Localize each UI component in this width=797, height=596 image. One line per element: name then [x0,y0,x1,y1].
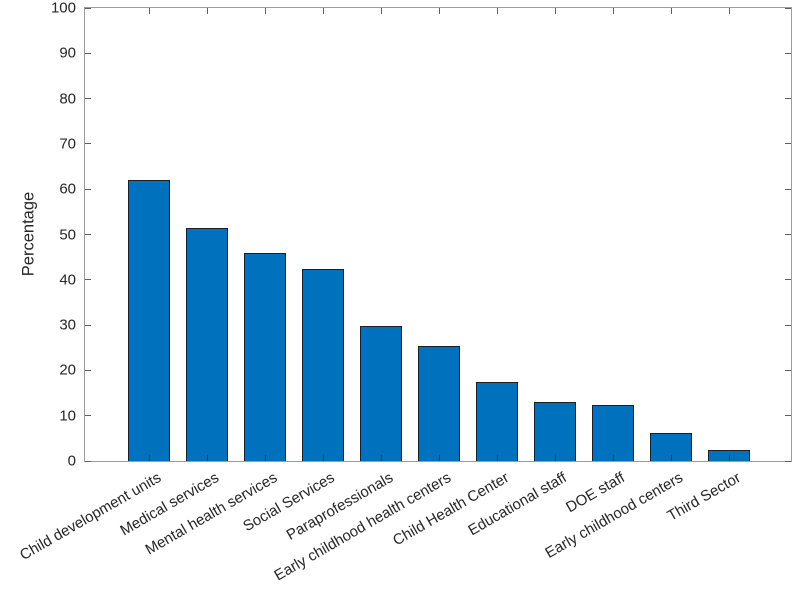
y-axis-tick-right [785,7,791,9]
bar-educational-staff [534,401,576,461]
x-axis-tick-top [438,8,440,14]
x-axis-tick-bottom [148,455,150,461]
y-axis-tick-left [85,7,91,9]
x-axis-tick-top [496,8,498,14]
bar-mental-health-services [244,252,286,461]
y-axis-tick-left [85,188,91,190]
y-tick-label: 0 [67,452,76,470]
y-axis-tick-left [85,98,91,100]
y-axis-tick-right [785,369,791,371]
x-axis-tick-top [728,8,730,14]
y-axis-tick-left [85,279,91,281]
y-axis-tick-right [785,279,791,281]
x-axis-tick-top [148,8,150,14]
bar-paraprofessionals [360,326,402,461]
x-axis-tick-bottom [438,455,440,461]
y-axis-tick-right [785,324,791,326]
y-axis-tick-right [785,415,791,417]
x-axis-tick-top [264,8,266,14]
bar-doe-staff [592,405,634,461]
x-axis-tick-bottom [380,455,382,461]
x-axis-tick-bottom [612,455,614,461]
bar-child-development-units [128,180,170,461]
y-tick-label: 60 [59,180,76,198]
x-axis-tick-top [612,8,614,14]
bar-medical-services [186,227,228,461]
bar-child-health-center [476,382,518,461]
y-axis-tick-right [785,460,791,462]
y-axis-tick-right [785,143,791,145]
x-axis-tick-bottom [728,455,730,461]
x-axis-tick-top [206,8,208,14]
x-axis-tick-top [322,8,324,14]
y-axis-tick-left [85,369,91,371]
y-axis-tick-left [85,234,91,235]
y-axis-tick-left [85,460,91,462]
x-axis-tick-bottom [670,455,672,461]
y-axis-tick-right [785,188,791,190]
bar-social-services [302,269,344,461]
y-tick-label: 20 [59,361,76,379]
y-tick-label: 90 [59,44,76,62]
x-axis-tick-bottom [264,455,266,461]
y-tick-label: 40 [59,271,76,289]
y-axis-tick-left [85,143,91,145]
y-axis-tick-right [785,234,791,235]
y-tick-label: 10 [59,407,76,425]
y-axis-tick-right [785,98,791,100]
y-axis-tick-left [85,415,91,417]
x-axis-tick-bottom [206,455,208,461]
y-tick-label: 100 [50,0,76,17]
y-tick-label: 70 [59,135,76,153]
y-axis-label: Percentage [19,191,38,277]
bar-early-childhood-health-centers [418,345,460,461]
x-axis-tick-top [670,8,672,14]
plot-area: 0 10 20 30 40 50 60 70 80 90 100 Child development … [17,1,792,584]
x-axis-tick-bottom [554,455,556,461]
y-tick-label: 50 [59,226,76,243]
y-tick-label: 80 [59,90,76,108]
y-axis-tick-right [785,52,791,54]
x-axis-tick-top [554,8,556,14]
x-axis-tick-bottom [496,455,498,461]
y-axis-tick-left [85,52,91,54]
y-tick-label: 30 [59,316,76,334]
x-axis-tick-bottom [322,455,324,461]
x-axis-tick-top [380,8,382,14]
y-axis-tick-left [85,324,91,326]
